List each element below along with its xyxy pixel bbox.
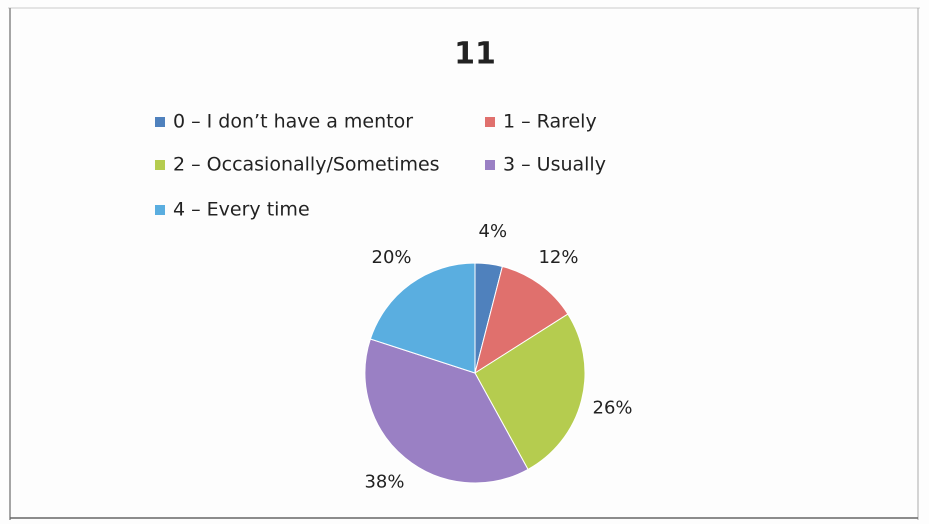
- data-label: 4%: [479, 221, 508, 242]
- chart-title: 11: [454, 37, 496, 72]
- legend-label: 1 – Rarely: [503, 111, 597, 133]
- legend-swatch: [155, 160, 165, 170]
- legend-label: 0 – I don’t have a mentor: [173, 111, 413, 133]
- data-label: 26%: [593, 397, 633, 418]
- legend-swatch: [155, 117, 165, 127]
- pie-slice: [474, 265, 569, 375]
- data-label: 12%: [538, 247, 578, 268]
- data-label: 38%: [364, 471, 404, 492]
- legend-swatch: [155, 205, 165, 215]
- legend-label: 3 – Usually: [503, 154, 606, 176]
- data-label: 20%: [372, 247, 412, 268]
- legend-label: 4 – Every time: [173, 199, 310, 221]
- pie-slice: [474, 313, 586, 471]
- pie-slice: [369, 262, 476, 374]
- legend-swatch: [485, 160, 495, 170]
- legend-swatch: [485, 117, 495, 127]
- pie-slice: [364, 338, 529, 484]
- legend-label: 2 – Occasionally/Sometimes: [173, 154, 440, 176]
